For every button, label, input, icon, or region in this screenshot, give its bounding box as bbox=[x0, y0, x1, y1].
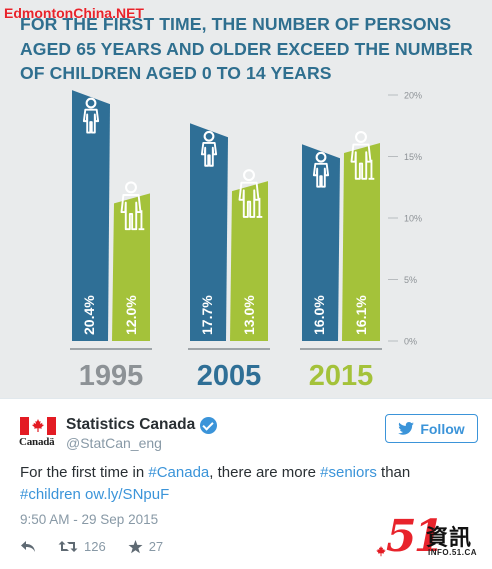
short-url-link[interactable]: ow.ly/SNpuF bbox=[85, 486, 170, 503]
chart-headline: FOR THE FIRST TIME, THE NUMBER OF PERSON… bbox=[20, 12, 485, 86]
y-tick-label: 15% bbox=[404, 152, 422, 162]
infographic: 0% 5% 10% 15% 20% 20.4% 12.0% 1995 17.7% 13.0% 200… bbox=[0, 0, 492, 398]
logo-digits: 51 bbox=[386, 511, 444, 562]
year-label-2005: 2005 bbox=[197, 360, 262, 392]
senior-icon bbox=[350, 130, 375, 180]
tweet-text-part: , there are more bbox=[209, 464, 321, 481]
retweet-icon bbox=[58, 541, 78, 552]
canada-wordmark: Canadä bbox=[19, 436, 55, 448]
like-count: 27 bbox=[148, 539, 164, 554]
account-handle[interactable]: @StatCan_eng bbox=[66, 435, 162, 451]
senior-icon bbox=[238, 169, 263, 218]
follow-button[interactable]: Follow bbox=[385, 414, 478, 443]
children-bar-2005 bbox=[190, 123, 228, 341]
seniors-bar-1995 bbox=[112, 193, 150, 341]
year-label-1995: 1995 bbox=[79, 360, 144, 392]
children-value-label: 20.4% bbox=[81, 295, 97, 335]
seniors-bar-2015 bbox=[342, 142, 380, 341]
child-icon bbox=[82, 97, 100, 134]
year-label-2015: 2015 bbox=[309, 360, 374, 392]
reply-icon bbox=[21, 541, 35, 552]
seniors-value-label: 13.0% bbox=[241, 295, 257, 335]
follow-label: Follow bbox=[420, 420, 465, 437]
children-bar-1995 bbox=[72, 90, 110, 341]
y-tick-label: 5% bbox=[404, 275, 417, 285]
seniors-bar-2005 bbox=[230, 181, 268, 341]
twitter-bird-icon bbox=[398, 422, 415, 435]
tweet-timestamp[interactable]: 9:50 AM - 29 Sep 2015 bbox=[20, 512, 159, 527]
hashtag-seniors-link[interactable]: #seniors bbox=[320, 464, 377, 481]
watermark: EdmontonChina.NET bbox=[4, 5, 144, 21]
hashtag-canada-link[interactable]: #Canada bbox=[148, 464, 210, 481]
tweet-text-part: For the first time in bbox=[20, 464, 149, 481]
tweet-actions: 126 27 bbox=[20, 539, 185, 554]
retweet-count: 126 bbox=[84, 539, 106, 554]
seniors-value-label: 16.1% bbox=[353, 295, 369, 335]
y-tick-label: 10% bbox=[404, 214, 422, 224]
children-value-label: 16.0% bbox=[311, 295, 327, 335]
y-tick-label: 0% bbox=[404, 337, 417, 347]
tweet-card: Canadä Statistics Canada @StatCan_eng Fo… bbox=[0, 398, 492, 569]
reply-button[interactable] bbox=[20, 540, 36, 553]
canada-flag-icon bbox=[20, 417, 56, 435]
info51-logo: 51 資訊 INFO.51.CA bbox=[374, 514, 486, 564]
senior-icon bbox=[120, 181, 145, 231]
tweet-text-part: than bbox=[376, 464, 411, 481]
child-icon bbox=[312, 151, 330, 188]
headline-line-1: FOR THE FIRST TIME, THE NUMBER OF PERSON… bbox=[20, 14, 452, 34]
tweet-text: For the first time in #Canada, there are… bbox=[20, 462, 475, 506]
like-button[interactable]: 27 bbox=[128, 539, 163, 554]
y-tick-label: 20% bbox=[404, 91, 422, 101]
headline-line-2: AGED 65 YEARS AND OLDER EXCEED THE NUMBE… bbox=[20, 38, 473, 59]
account-name[interactable]: Statistics Canada bbox=[66, 416, 218, 434]
population-chart: 0% 5% 10% 15% 20% 20.4% 12.0% 1995 17.7% 13.0% 200… bbox=[70, 90, 422, 392]
star-icon bbox=[128, 539, 143, 553]
logo-chinese: 資訊 bbox=[426, 526, 473, 551]
headline-line-3: OF CHILDREN AGED 0 TO 14 YEARS bbox=[20, 63, 332, 83]
child-icon bbox=[200, 130, 218, 167]
children-bar-2015 bbox=[302, 144, 340, 341]
verified-badge-icon bbox=[200, 416, 218, 434]
seniors-value-label: 12.0% bbox=[123, 295, 139, 335]
maple-leaf-icon bbox=[376, 546, 386, 557]
display-name-text[interactable]: Statistics Canada bbox=[66, 416, 196, 433]
hashtag-children-link[interactable]: #children bbox=[20, 486, 81, 503]
logo-subtitle: INFO.51.CA bbox=[428, 548, 478, 557]
children-value-label: 17.7% bbox=[199, 295, 215, 335]
retweet-button[interactable]: 126 bbox=[58, 539, 106, 554]
